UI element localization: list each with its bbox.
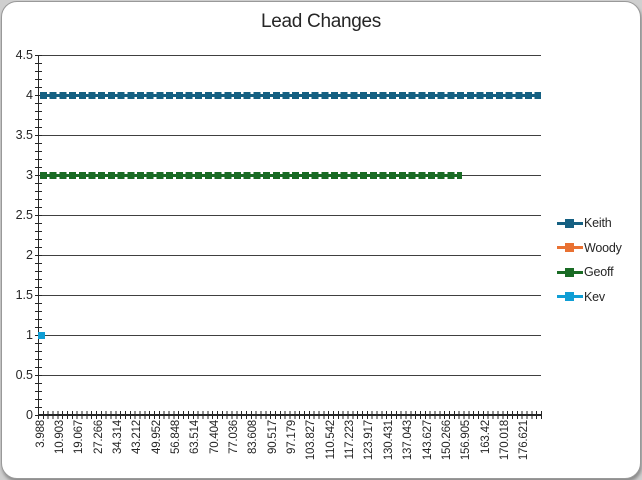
x-tick-label: 56.848 [169,420,182,454]
x-tick-label: 176.621 [518,420,531,461]
legend-item[interactable]: Woody [557,236,622,261]
y-tick-label: 1 [26,327,33,342]
legend-line-marker-icon [557,243,583,253]
legend-item[interactable]: Kev [557,285,622,310]
y-tick-label: 4.5 [15,47,33,62]
legend-label: Keith [584,216,612,231]
legend-line-marker-icon [557,292,583,302]
legend-label: Geoff [584,265,614,280]
y-tick-label: 0 [26,407,33,422]
legend-label: Kev [584,289,605,304]
x-tick-label: 170.018 [498,420,511,461]
x-tick-label: 117.223 [344,420,357,460]
series-geoff-line[interactable] [40,171,462,179]
x-axis-line [38,414,542,416]
y-tick-label: 2.5 [15,207,33,222]
y-axis-ticks [35,55,42,416]
y-tick-label: 2 [26,247,33,262]
legend-line-marker-icon [557,267,583,277]
x-tick-label: 150.266 [440,420,453,461]
x-tick-label: 70.404 [208,420,221,454]
x-tick-label: 3.988 [34,420,47,448]
x-tick-label: 156.905 [460,420,473,461]
plot-area [38,55,541,415]
x-tick-label: 130.431 [382,420,395,461]
y-tick-label: 4 [26,87,33,102]
legend-line-marker-icon [557,218,583,228]
chart-title: Lead Changes [260,11,381,32]
x-tick-label: 19.067 [73,420,86,454]
x-tick-label: 103.827 [305,420,318,461]
x-tick-label: 163.42 [479,420,492,454]
x-tick-label: 43.212 [131,420,144,454]
y-tick-label: 1.5 [15,287,33,302]
x-tick-label: 137.043 [402,420,415,461]
x-tick-label: 83.608 [247,420,260,454]
x-tick-label: 90.517 [266,420,279,454]
legend: Keith Woody Geoff Kev [557,211,622,309]
y-tick-label: 3.5 [15,127,33,142]
x-tick-label: 63.514 [189,420,202,454]
series-kev-point[interactable] [38,331,45,339]
x-tick-label: 110.542 [324,420,337,460]
series-keith-line[interactable] [40,91,541,99]
x-tick-label: 123.917 [363,420,376,461]
x-tick-label: 97.179 [286,420,299,454]
y-tick-label: 0.5 [15,367,33,382]
x-tick-label: 143.627 [421,420,434,461]
legend-item[interactable]: Keith [557,211,622,236]
legend-label: Woody [584,240,622,255]
y-tick-label: 3 [26,167,33,182]
legend-item[interactable]: Geoff [557,260,622,285]
x-tick-label: 34.314 [111,420,124,454]
x-tick-label: 10.903 [53,420,66,454]
x-tick-label: 77.036 [228,420,240,454]
x-tick-label: 49.952 [150,420,163,454]
x-tick-label: 27.266 [92,420,105,454]
